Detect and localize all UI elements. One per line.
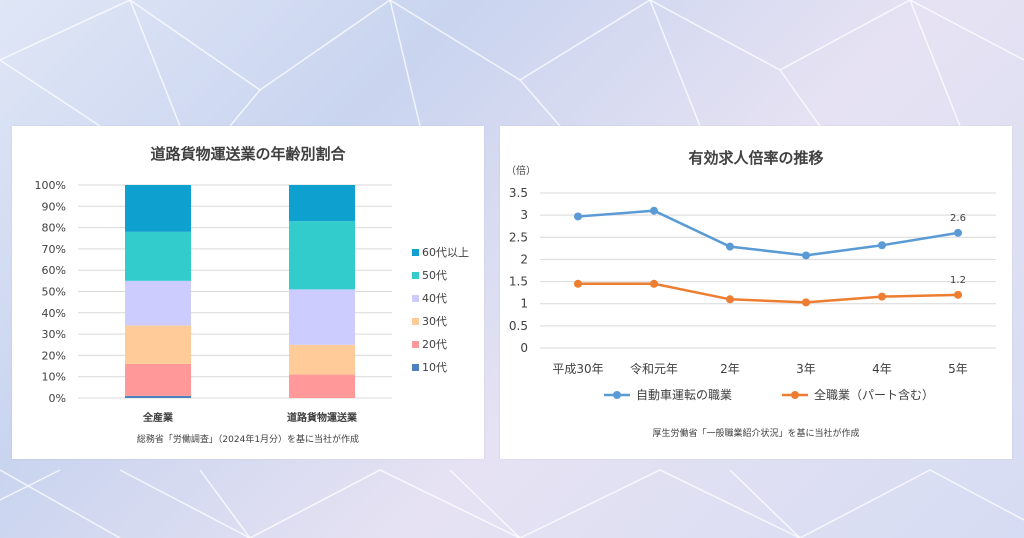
legend-label: 60代以上 bbox=[422, 246, 469, 259]
legend-label: 10代 bbox=[422, 361, 447, 374]
legend-label: 全職業（パート含む） bbox=[814, 387, 934, 402]
bar-segment-20代 bbox=[125, 363, 191, 396]
chart-title: 有効求人倍率の推移 bbox=[688, 149, 823, 167]
x-tick-label: 5年 bbox=[948, 362, 968, 376]
data-point bbox=[574, 279, 582, 288]
x-tick-label: 令和元年 bbox=[630, 361, 678, 376]
y-tick-label: 1 bbox=[520, 297, 528, 311]
bar-segment-50代 bbox=[289, 221, 355, 290]
y-tick-label: 0% bbox=[49, 392, 66, 405]
legend-swatch bbox=[412, 272, 419, 279]
y-axis-unit: （倍） bbox=[506, 164, 536, 177]
chart-source: 総務省「労働調査」（2024年1月分）を基に当社が作成 bbox=[137, 433, 359, 445]
y-tick-label: 1.5 bbox=[509, 275, 528, 289]
chart-source: 厚生労働省「一般職業紹介状況」を基に当社が作成 bbox=[652, 427, 859, 439]
bar-segment-10代 bbox=[125, 395, 191, 398]
data-point bbox=[574, 212, 582, 221]
age-distribution-panel: 道路貨物運送業の年齢別割合 0% 10% 20% 30% 40% 50% 60% 70% 80%… bbox=[12, 126, 484, 459]
y-tick-label: 3 bbox=[520, 208, 528, 222]
data-point bbox=[878, 241, 886, 250]
y-tick-label: 70% bbox=[42, 243, 66, 256]
series-line-自動車運転の職業 bbox=[577, 209, 959, 257]
data-point bbox=[954, 290, 962, 299]
y-tick-label: 2.5 bbox=[509, 230, 528, 244]
job-ratio-chart: 有効求人倍率の推移 （倍） 0 0.5 1 1.5 2 2.5 3 3.5 平成30年 令和元年… bbox=[506, 149, 996, 439]
legend-label: 20代 bbox=[422, 338, 447, 351]
data-point bbox=[650, 206, 658, 215]
data-point bbox=[726, 242, 734, 251]
data-point bbox=[650, 279, 658, 288]
age-distribution-chart: 道路貨物運送業の年齢別割合 0% 10% 20% 30% 40% 50% 60% 70% 80%… bbox=[35, 145, 469, 445]
data-label: 1.2 bbox=[950, 275, 966, 286]
category-label: 全産業 bbox=[142, 411, 174, 424]
data-label: 2.6 bbox=[950, 213, 966, 224]
bar-segment-60代以上 bbox=[289, 185, 355, 222]
x-tick-label: 2年 bbox=[720, 362, 740, 376]
data-point bbox=[954, 228, 962, 237]
y-tick-label: 2 bbox=[520, 252, 528, 266]
legend-label: 30代 bbox=[422, 315, 447, 328]
legend-swatch bbox=[412, 318, 419, 325]
bar-segment-20代 bbox=[289, 374, 355, 398]
bar-segment-60代以上 bbox=[125, 185, 191, 232]
legend-label: 自動車運転の職業 bbox=[636, 388, 732, 402]
legend-label: 50代 bbox=[422, 269, 447, 282]
legend-swatch bbox=[412, 364, 419, 371]
chart-title: 道路貨物運送業の年齢別割合 bbox=[150, 145, 346, 163]
y-tick-label: 50% bbox=[42, 286, 66, 299]
series-line-全職業（パート含む） bbox=[578, 282, 959, 304]
data-point bbox=[726, 295, 734, 304]
bar-segment-30代 bbox=[289, 344, 355, 375]
y-tick-label: 20% bbox=[42, 349, 66, 362]
data-point bbox=[802, 251, 810, 260]
job-ratio-panel: 有効求人倍率の推移 （倍） 0 0.5 1 1.5 2 2.5 3 3.5 平成30年 令和元年… bbox=[500, 126, 1012, 459]
bar-segment-30代 bbox=[125, 325, 191, 364]
y-tick-label: 10% bbox=[42, 371, 66, 384]
y-tick-label: 0 bbox=[520, 341, 528, 355]
legend-marker bbox=[613, 391, 621, 399]
bar-segment-40代 bbox=[125, 280, 191, 326]
data-point bbox=[878, 292, 886, 301]
data-point bbox=[802, 298, 810, 307]
y-tick-label: 3.5 bbox=[509, 186, 528, 200]
legend-swatch bbox=[412, 341, 419, 348]
bar-segment-40代 bbox=[289, 289, 355, 345]
y-tick-label: 60% bbox=[42, 264, 66, 277]
bar-segment-50代 bbox=[125, 231, 191, 281]
category-label: 道路貨物運送業 bbox=[287, 411, 358, 424]
legend-label: 40代 bbox=[422, 292, 447, 305]
legend-swatch bbox=[412, 295, 419, 302]
x-tick-label: 4年 bbox=[872, 362, 892, 376]
legend-swatch bbox=[412, 249, 419, 256]
x-tick-label: 3年 bbox=[796, 362, 816, 376]
x-tick-label: 平成30年 bbox=[552, 362, 603, 376]
y-tick-label: 0.5 bbox=[509, 319, 528, 333]
y-tick-label: 30% bbox=[42, 328, 66, 341]
y-tick-label: 100% bbox=[35, 179, 66, 192]
legend-marker bbox=[791, 391, 799, 399]
y-tick-label: 80% bbox=[42, 222, 66, 235]
y-tick-label: 40% bbox=[42, 307, 66, 320]
y-tick-label: 90% bbox=[42, 200, 66, 213]
